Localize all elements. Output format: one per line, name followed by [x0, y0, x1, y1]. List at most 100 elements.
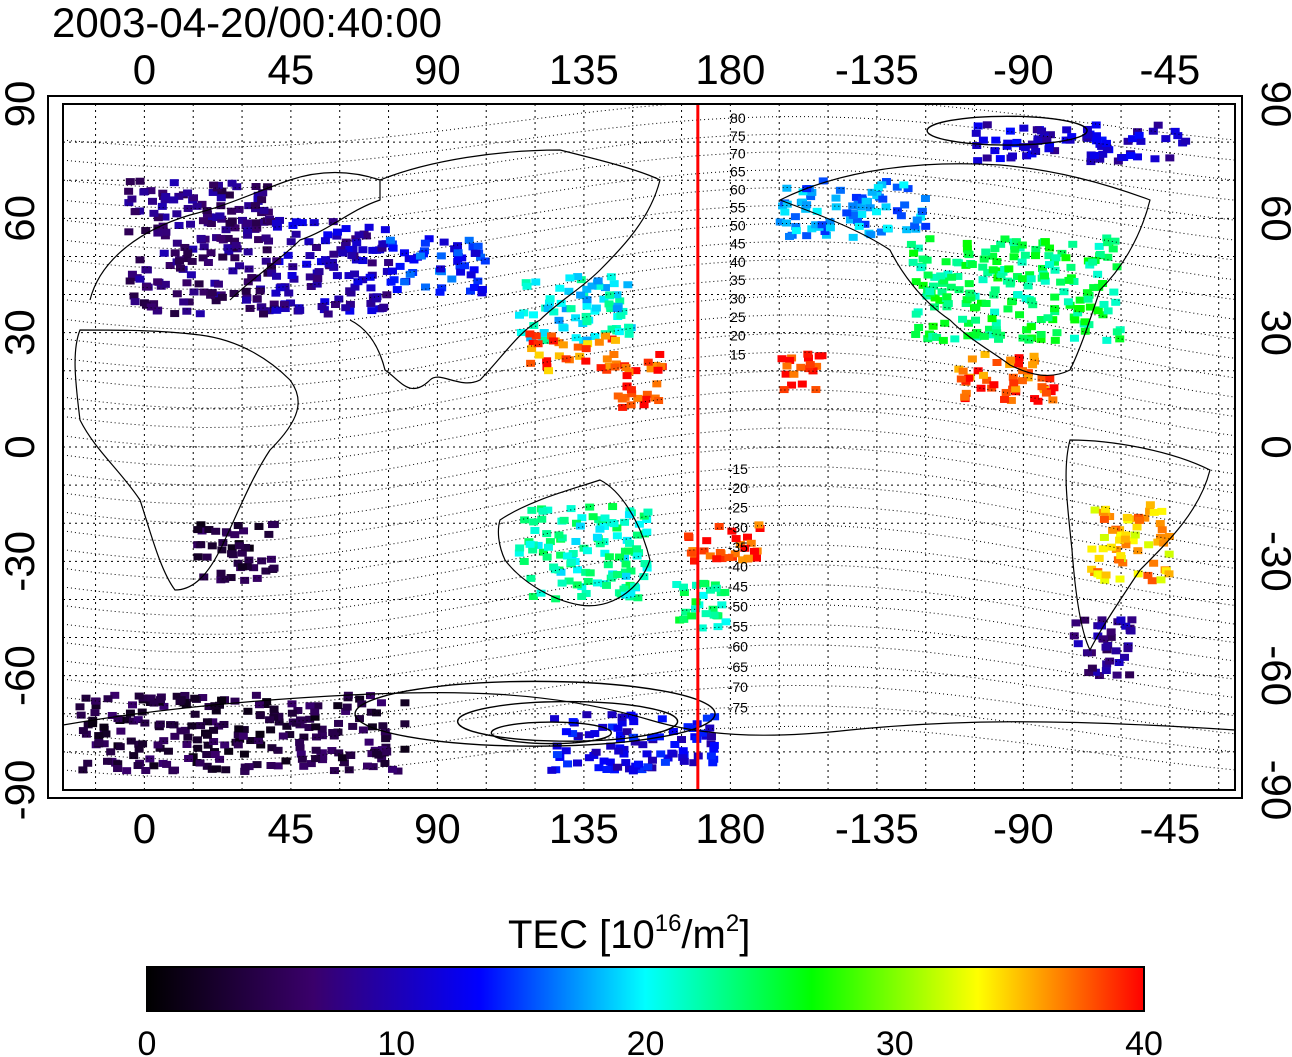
tec-cell: [130, 298, 140, 306]
tec-cell: [239, 750, 249, 758]
tec-cell: [187, 722, 197, 730]
tec-cell: [264, 530, 274, 538]
tec-cell: [1028, 301, 1038, 309]
tec-cell: [1103, 307, 1113, 315]
tec-cell: [447, 275, 457, 283]
tec-cell: [1008, 152, 1018, 160]
tec-cell: [1101, 571, 1111, 579]
tec-cell: [1011, 238, 1021, 246]
tec-cell: [667, 749, 677, 757]
tec-cell: [994, 335, 1004, 343]
tec-cell: [202, 750, 212, 758]
tec-cell: [128, 717, 138, 725]
tec-cell: [717, 601, 727, 609]
tec-cell: [1140, 514, 1150, 522]
tec-cell: [1073, 309, 1083, 317]
tec-cell: [582, 302, 592, 310]
tec-cell: [141, 301, 151, 309]
tec-cell: [1084, 669, 1094, 677]
tec-cell: [544, 299, 554, 307]
tec-cell: [199, 288, 209, 296]
tec-cell: [214, 701, 224, 709]
tec-cell: [1116, 616, 1126, 624]
tec-cell: [1121, 541, 1131, 549]
tec-cell: [1111, 545, 1121, 553]
tec-cell: [548, 337, 558, 345]
tec-cell: [217, 293, 227, 301]
tec-cell: [1090, 668, 1100, 676]
tec-cell: [365, 273, 375, 281]
tec-cell: [561, 305, 571, 313]
tec-cell: [941, 258, 951, 266]
tec-cell: [663, 754, 673, 762]
tec-cell: [842, 209, 852, 217]
tec-cell: [845, 216, 855, 224]
tec-cell: [851, 193, 861, 201]
tec-cell: [1111, 298, 1121, 306]
tec-cell: [338, 249, 348, 257]
tec-cell: [1093, 270, 1103, 278]
tec-cell: [421, 283, 431, 291]
tec-cell: [631, 367, 641, 375]
tec-cell: [1119, 154, 1129, 162]
tec-cell: [350, 283, 360, 291]
tec-cell: [918, 281, 928, 289]
tec-cell: [127, 195, 137, 203]
tec-cell: [699, 729, 709, 737]
contour-level-label: 30: [730, 291, 746, 307]
tec-cell: [1181, 137, 1191, 145]
tec-cell: [225, 219, 235, 227]
tec-cell: [346, 751, 356, 759]
contour-line: [63, 277, 1235, 350]
tec-cell: [921, 222, 931, 230]
tec-cell: [967, 355, 977, 363]
tec-cell: [1123, 645, 1133, 653]
tec-cell: [297, 219, 307, 227]
tec-cell: [976, 299, 986, 307]
tec-cell: [255, 287, 265, 295]
tec-cell: [204, 526, 214, 534]
tec-cell: [608, 503, 618, 511]
tec-cell: [357, 700, 367, 708]
tec-cell: [940, 319, 950, 327]
tec-cell: [211, 765, 221, 773]
tec-cell: [1133, 547, 1143, 555]
tec-cell: [605, 758, 615, 766]
tec-cell: [400, 745, 410, 753]
tec-cell: [125, 709, 135, 717]
tec-cell: [195, 759, 205, 767]
tec-cell: [612, 291, 622, 299]
tec-cell: [124, 228, 134, 236]
tec-cell: [599, 295, 609, 303]
tec-cell: [976, 384, 986, 392]
tec-cell: [550, 715, 560, 723]
tec-cell: [415, 252, 425, 260]
tec-cell: [825, 224, 835, 232]
tec-cell: [1112, 263, 1122, 271]
tec-cell: [209, 726, 219, 734]
tec-cell: [231, 241, 241, 249]
tec-cell: [621, 572, 631, 580]
tec-cell: [218, 539, 228, 547]
tec-cell: [295, 738, 305, 746]
tec-cell: [243, 226, 253, 234]
tec-cell: [528, 311, 538, 319]
tec-cell: [594, 338, 604, 346]
coast-north-america: [778, 163, 1151, 376]
tec-cell: [651, 361, 661, 369]
tec-cell: [925, 288, 935, 296]
tec-cell: [1136, 137, 1146, 145]
tec-cell: [539, 329, 549, 337]
tec-cell: [991, 319, 1001, 327]
tec-cell: [1114, 659, 1124, 667]
tec-cell: [965, 289, 975, 297]
tec-cell: [345, 287, 355, 295]
tec-cell: [542, 530, 552, 538]
tec-cell: [78, 727, 88, 735]
tec-cell: [296, 750, 306, 758]
tec-cell: [376, 699, 386, 707]
tec-cell: [802, 201, 812, 209]
tec-cell: [1149, 508, 1159, 516]
tec-cell: [1037, 127, 1047, 135]
tec-cell: [1031, 147, 1041, 155]
